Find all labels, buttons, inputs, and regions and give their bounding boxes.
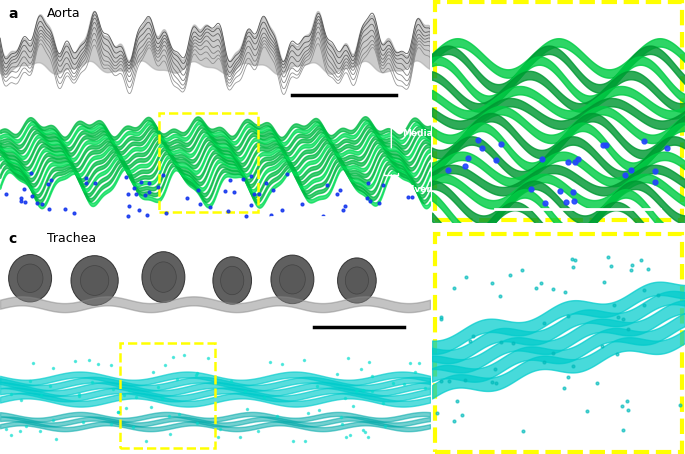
Ellipse shape: [9, 255, 51, 302]
Text: a: a: [9, 7, 18, 21]
Ellipse shape: [221, 266, 244, 295]
Ellipse shape: [151, 262, 176, 292]
Text: c: c: [9, 232, 17, 246]
Ellipse shape: [271, 255, 314, 304]
Text: Media: Media: [402, 129, 433, 138]
Text: -Intima: -Intima: [396, 107, 423, 116]
Bar: [159, 113, 258, 212]
Ellipse shape: [213, 257, 251, 304]
Ellipse shape: [279, 265, 306, 294]
Text: b: b: [445, 11, 455, 25]
Ellipse shape: [17, 264, 43, 292]
Ellipse shape: [71, 256, 119, 306]
Bar: [121, 343, 215, 448]
Text: Trachea: Trachea: [47, 232, 97, 245]
Text: Adventitia: Adventitia: [402, 185, 455, 194]
Ellipse shape: [142, 252, 185, 302]
Polygon shape: [0, 11, 430, 75]
Ellipse shape: [345, 267, 369, 294]
Text: d: d: [445, 243, 455, 257]
Text: Aorta: Aorta: [47, 7, 81, 20]
Ellipse shape: [80, 266, 109, 296]
Ellipse shape: [338, 258, 376, 303]
